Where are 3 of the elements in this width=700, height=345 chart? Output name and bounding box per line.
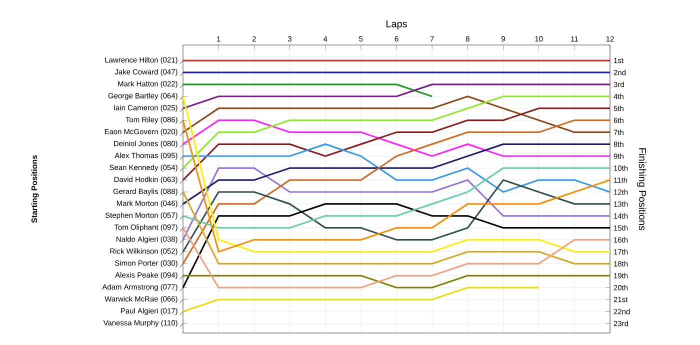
line-series: [182, 179, 611, 253]
y-axis-title: Finishing Positions: [636, 148, 646, 230]
x-axis-title: Laps: [386, 20, 407, 30]
